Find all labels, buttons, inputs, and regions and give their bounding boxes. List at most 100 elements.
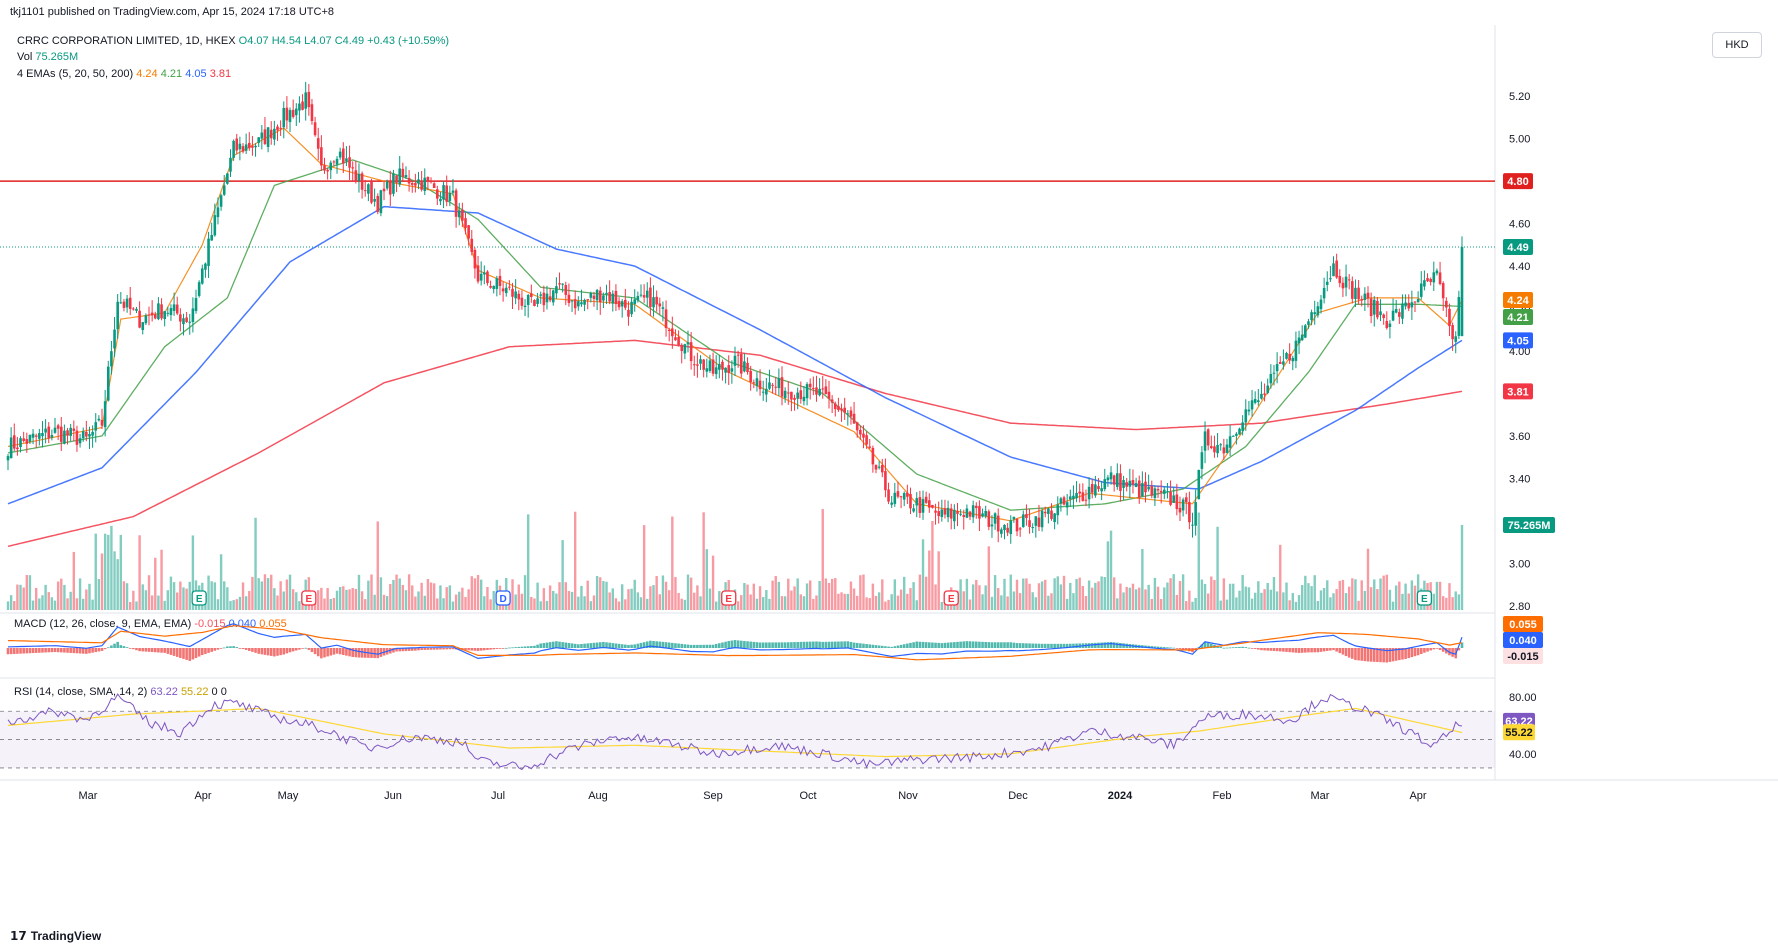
candle-body (432, 183, 436, 188)
candle-body (846, 413, 850, 415)
price-axis-badge-label: 4.49 (1507, 242, 1528, 254)
macd-hist-bar (727, 640, 731, 648)
candle-body (921, 499, 925, 513)
volume-bar (439, 585, 442, 610)
volume-bar (1382, 575, 1385, 610)
volume-bar (1319, 590, 1323, 610)
candle-body (580, 302, 583, 305)
ema-label[interactable]: 4 EMAs (5, 20, 50, 200) (17, 68, 134, 80)
candle-body (1009, 520, 1013, 535)
macd-hist-bar (1282, 648, 1285, 652)
candle-body (1288, 353, 1291, 361)
candle-body (1172, 495, 1176, 503)
volume-bar (1159, 598, 1163, 610)
rsi-title[interactable]: RSI (14, close, SMA, 14, 2) (14, 686, 148, 698)
volume-bar (520, 593, 524, 610)
candle-body (874, 464, 878, 470)
candle-body (981, 513, 984, 517)
macd-hist-bar (934, 642, 937, 648)
candle-body (332, 161, 336, 163)
candle-body (373, 199, 376, 202)
candle-body (1394, 308, 1398, 313)
volume-bar (1065, 598, 1069, 610)
symbol-name[interactable]: CRRC CORPORATION LIMITED, 1D, HKEX (17, 35, 236, 47)
volume-bar (432, 583, 436, 610)
volume-bar (542, 588, 546, 610)
candle-body (279, 127, 282, 129)
volume-bar (216, 599, 220, 610)
volume-bar (119, 534, 123, 610)
macd-hist-bar (1319, 648, 1323, 652)
macd-hist-bar (1394, 648, 1398, 661)
ema200-value: 3.81 (209, 68, 232, 80)
candle-body (392, 173, 395, 194)
macd-hist-bar (852, 642, 856, 648)
candle-body (598, 290, 602, 303)
candle-body (464, 218, 467, 228)
candle-body (761, 391, 765, 393)
volume-bar (683, 599, 687, 610)
tradingview-footer[interactable]: 𝟭𝟳 TradingView (10, 929, 101, 943)
volume-bar (254, 517, 257, 610)
volume-bar (335, 590, 339, 610)
volume-bar (360, 591, 364, 610)
volume-bar (705, 549, 708, 610)
candle-body (404, 175, 408, 178)
macd-hist-bar (771, 642, 774, 648)
macd-hist-bar (1307, 648, 1310, 653)
candle-body (786, 392, 790, 394)
macd-title[interactable]: MACD (12, 26, close, 9, EMA, EMA) (14, 618, 192, 630)
macd-hist-bar (808, 641, 812, 648)
candle-body (1159, 490, 1163, 493)
candle-body (1385, 320, 1389, 329)
candle-body (649, 287, 652, 307)
candle-body (326, 169, 329, 172)
candle-body (1366, 292, 1370, 299)
candle-body (75, 430, 79, 445)
macd-hist-bar (247, 648, 251, 651)
macd-hist-bar (241, 648, 245, 649)
candle-body (423, 177, 427, 191)
macd-hist-bar (1150, 646, 1154, 648)
candle-body (354, 170, 358, 182)
macd-hist-bar (150, 648, 154, 653)
candle-body (141, 322, 145, 331)
macd-hist-bar (38, 648, 41, 653)
volume-bar (624, 599, 627, 610)
macd-hist-bar (915, 641, 919, 648)
volume-label[interactable]: Vol (17, 51, 33, 63)
macd-hist-bar (483, 648, 486, 651)
candle-body (276, 126, 279, 131)
candle-body (1404, 302, 1407, 307)
candle-body (1122, 480, 1125, 488)
macd-hist-bar (821, 641, 825, 648)
volume-bar (263, 574, 267, 610)
macd-hist-bar (31, 648, 35, 654)
volume-bar (135, 601, 138, 610)
macd-hist-bar (1451, 648, 1454, 657)
candle-body (902, 493, 906, 500)
macd-hist-bar (508, 647, 511, 649)
macd-hist-bar (887, 646, 890, 648)
candle-body (1304, 325, 1307, 338)
candle-body (739, 354, 743, 374)
macd-hist-bar (548, 642, 552, 648)
candle-body (1398, 312, 1401, 317)
candle-body (783, 390, 787, 399)
candle-body (1253, 399, 1257, 403)
volume-bar (827, 582, 831, 610)
volume-bar (1438, 581, 1442, 610)
candle-body (1269, 373, 1273, 384)
candle-body (420, 182, 423, 190)
currency-button[interactable]: HKD (1712, 32, 1762, 58)
candle-body (849, 410, 853, 417)
volume-bar (787, 578, 790, 610)
candle-body (1401, 303, 1404, 319)
price-axis-badge-label: 4.80 (1507, 176, 1528, 188)
candle-body (1319, 299, 1323, 310)
macd-hist-bar (564, 642, 568, 648)
volume-bar (617, 601, 621, 610)
candle-body (28, 434, 32, 442)
macd-hist-bar (304, 647, 307, 649)
